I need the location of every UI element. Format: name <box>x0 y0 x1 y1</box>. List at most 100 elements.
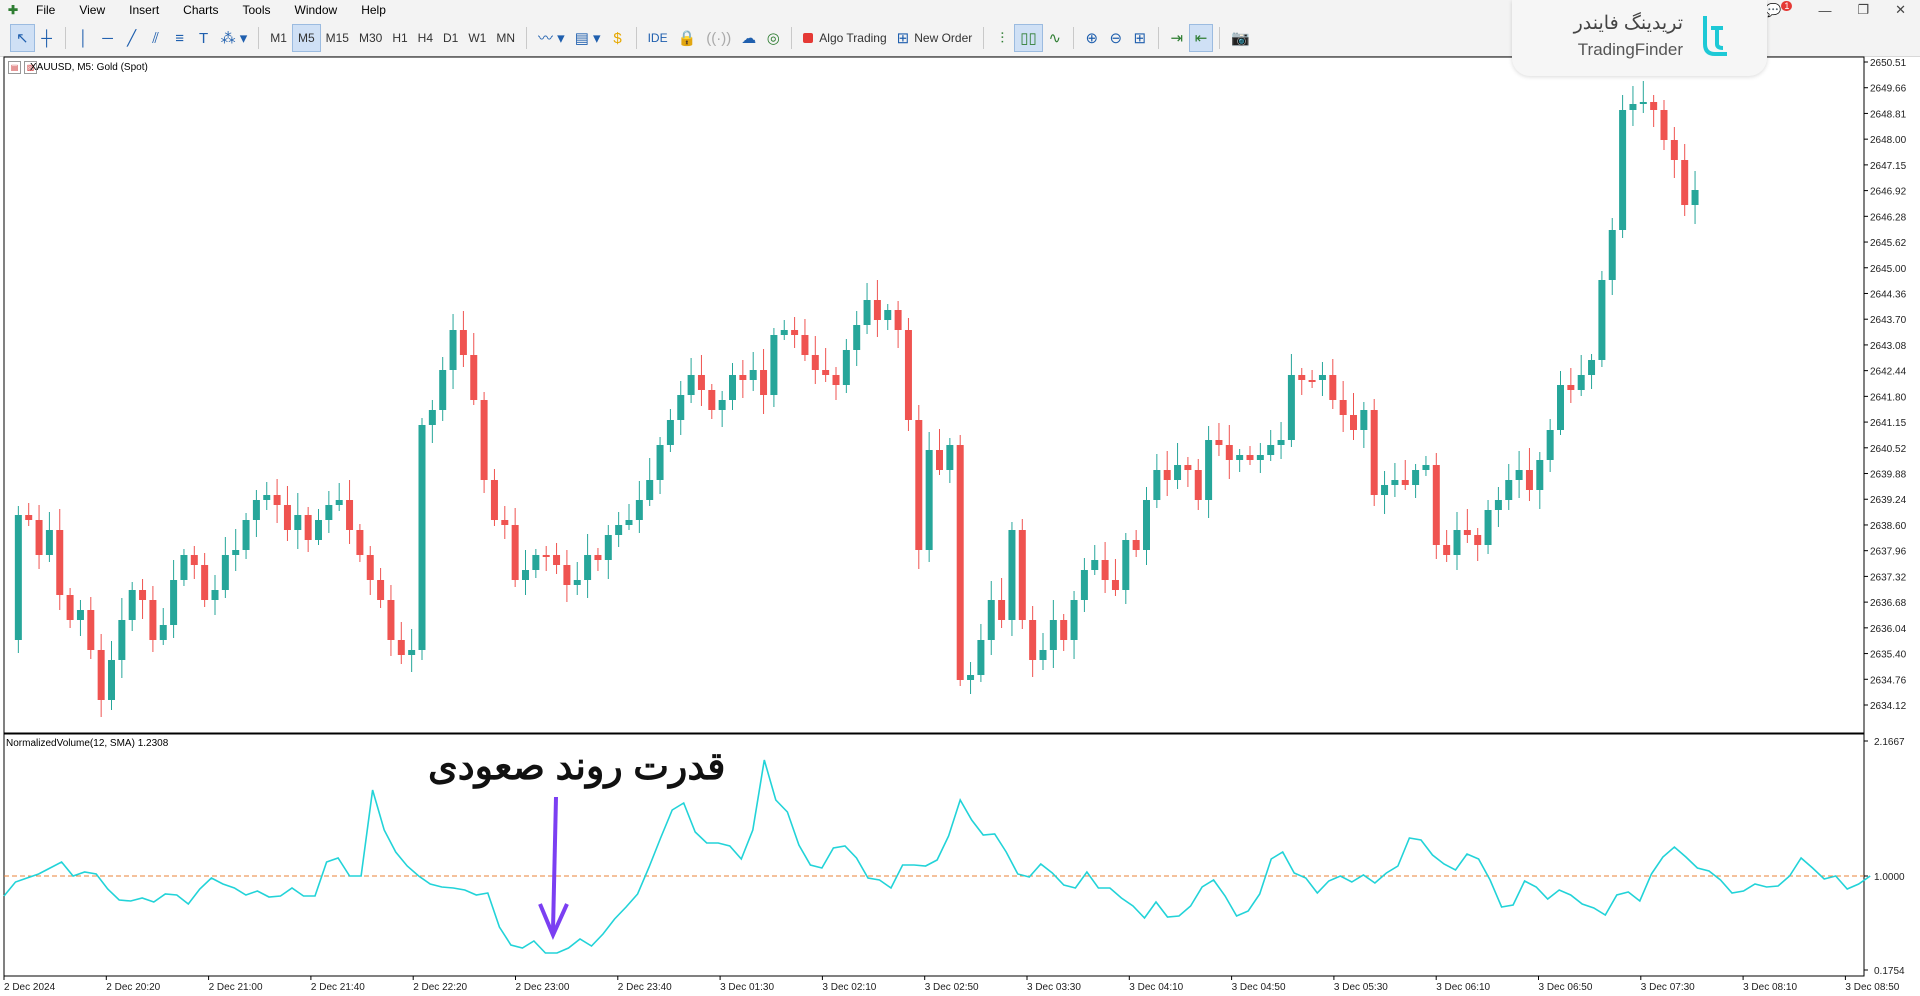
candle-body <box>853 325 861 350</box>
signal-icon[interactable]: ((·)) <box>706 29 732 47</box>
time-label: 3 Dec 04:50 <box>1232 982 1286 993</box>
candle-body <box>470 355 478 400</box>
timeframe-m15[interactable]: M15 <box>325 31 349 45</box>
chart-menu-icon[interactable]: ▤ <box>8 61 21 74</box>
time-label: 3 Dec 02:50 <box>925 982 979 993</box>
timeframe-h1[interactable]: H1 <box>392 31 408 45</box>
menu-help[interactable]: Help <box>361 3 386 17</box>
cloud-icon[interactable]: ☁ <box>741 29 757 47</box>
candle-body <box>1484 510 1492 545</box>
cursor-tool-button[interactable]: ↖ <box>10 24 35 52</box>
candle-body <box>522 570 529 580</box>
candle-body <box>987 600 995 640</box>
price-label: 2634.76 <box>1870 675 1907 686</box>
zoom-out-icon[interactable]: ⊖ <box>1109 29 1123 47</box>
candle-body <box>1194 470 1202 500</box>
trendline-button[interactable]: ╱ <box>127 29 137 47</box>
templates-button[interactable]: ▤ ▾ <box>574 29 601 47</box>
price-label: 2635.40 <box>1870 650 1907 661</box>
candle-body <box>884 310 892 320</box>
close-icon[interactable]: ✕ <box>1895 2 1906 17</box>
candle-body <box>480 400 488 480</box>
candlesticks <box>14 81 1699 717</box>
candle-body <box>1463 530 1471 535</box>
indicators-button[interactable]: 〰 ▾ <box>538 29 565 47</box>
menu-insert[interactable]: Insert <box>129 3 160 17</box>
chart-canvas[interactable]: 2650.51 2649.66 2648.81 2648.00 2647.15 2646.… <box>0 56 1920 996</box>
chart-title: XAUUSD, M5: Gold (Spot) <box>30 62 148 73</box>
candle-body <box>118 620 126 660</box>
tradingfinder-logo-icon <box>1703 16 1727 56</box>
timeframe-m5[interactable]: M5 <box>291 24 321 52</box>
candle-body <box>1018 530 1026 620</box>
time-label: 3 Dec 07:30 <box>1641 982 1695 993</box>
horizontal-line-button[interactable]: ─ <box>102 29 113 47</box>
toolbar-separator <box>635 27 637 49</box>
vps-icon[interactable]: ◎ <box>766 29 780 47</box>
vertical-line-button[interactable]: │ <box>78 29 89 47</box>
candle-body <box>1670 140 1678 160</box>
candle-body <box>1153 470 1161 500</box>
candle-body <box>1639 102 1647 104</box>
watermark-english: TradingFinder <box>1577 40 1683 59</box>
annotation-arrow-head <box>538 903 569 941</box>
candle-body <box>139 590 147 600</box>
candle-body <box>1453 530 1461 555</box>
line-chart-button[interactable]: ∿ <box>1048 29 1062 47</box>
ide-button[interactable]: IDE <box>647 31 668 45</box>
chart-symbol-icon[interactable]: ▧ <box>24 61 37 74</box>
algo-trading-button[interactable]: Algo Trading <box>798 24 891 52</box>
bar-chart-button[interactable]: ⫶ <box>1000 29 1005 47</box>
notifications-icon[interactable]: 💬 1 <box>1765 1 1793 18</box>
tile-windows-icon[interactable]: ⊞ <box>1133 29 1147 47</box>
chart-shift-button[interactable]: ⇤ <box>1188 24 1214 52</box>
auto-scroll-button[interactable]: ⇥ <box>1170 29 1184 47</box>
fibonacci-button[interactable]: ≡ <box>175 29 184 47</box>
indicator-frame <box>3 733 1865 977</box>
menu-file[interactable]: File <box>36 3 56 17</box>
channel-button[interactable]: ⫽ <box>152 29 159 47</box>
watermark-persian: تریدینگ فایندر <box>1573 13 1683 34</box>
menu-view[interactable]: View <box>79 3 106 17</box>
normalized-volume-line <box>3 759 1871 954</box>
menu-charts[interactable]: Charts <box>183 3 219 17</box>
candle-body <box>439 370 447 410</box>
candle-body <box>1111 580 1119 590</box>
timeframe-h4[interactable]: H4 <box>417 31 433 45</box>
time-label: 2 Dec 21:40 <box>311 982 365 993</box>
minimize-icon[interactable]: — <box>1818 2 1832 18</box>
toolbar-separator <box>983 27 985 49</box>
timeframe-w1[interactable]: W1 <box>468 31 487 45</box>
new-order-button[interactable]: ⊞ New Order <box>892 24 978 52</box>
price-label: 2648.81 <box>1870 109 1907 120</box>
candle-body <box>780 330 788 335</box>
candlestick-chart-button[interactable]: ▯▯ <box>1014 24 1043 52</box>
zoom-in-icon[interactable]: ⊕ <box>1085 29 1099 47</box>
candle-body <box>625 520 633 525</box>
text-tool-button[interactable]: T <box>198 29 209 47</box>
crosshair-tool-button[interactable]: ┼ <box>41 29 52 47</box>
candle-body <box>1494 500 1502 510</box>
timeframe-mn[interactable]: MN <box>496 31 516 45</box>
candle-body <box>1525 470 1533 490</box>
candle-body <box>501 520 509 525</box>
indicator-axis: 2.1667 1.0000 0.1754 <box>1864 737 1905 977</box>
menu-tools[interactable]: Tools <box>242 3 271 17</box>
candle-body <box>221 555 229 590</box>
candle-body <box>791 330 799 335</box>
time-label: 3 Dec 08:50 <box>1845 982 1899 993</box>
timeframe-m30[interactable]: M30 <box>358 31 383 45</box>
timeframe-d1[interactable]: D1 <box>443 31 459 45</box>
price-label: 2645.62 <box>1870 238 1907 249</box>
timeframe-m1[interactable]: M1 <box>270 31 287 45</box>
market-icon[interactable]: $ <box>613 29 622 47</box>
restore-icon[interactable]: ❐ <box>1857 2 1870 17</box>
shapes-button[interactable]: ⁂ ▾ <box>220 29 248 47</box>
menu-window[interactable]: Window <box>294 3 338 17</box>
lock-icon[interactable]: 🔒 <box>677 29 697 47</box>
candle-body <box>56 530 64 595</box>
candle-body <box>594 555 602 560</box>
time-label: 2 Dec 21:00 <box>209 982 263 993</box>
candle-body <box>1577 375 1585 390</box>
screenshot-icon[interactable]: 📷 <box>1231 29 1251 47</box>
